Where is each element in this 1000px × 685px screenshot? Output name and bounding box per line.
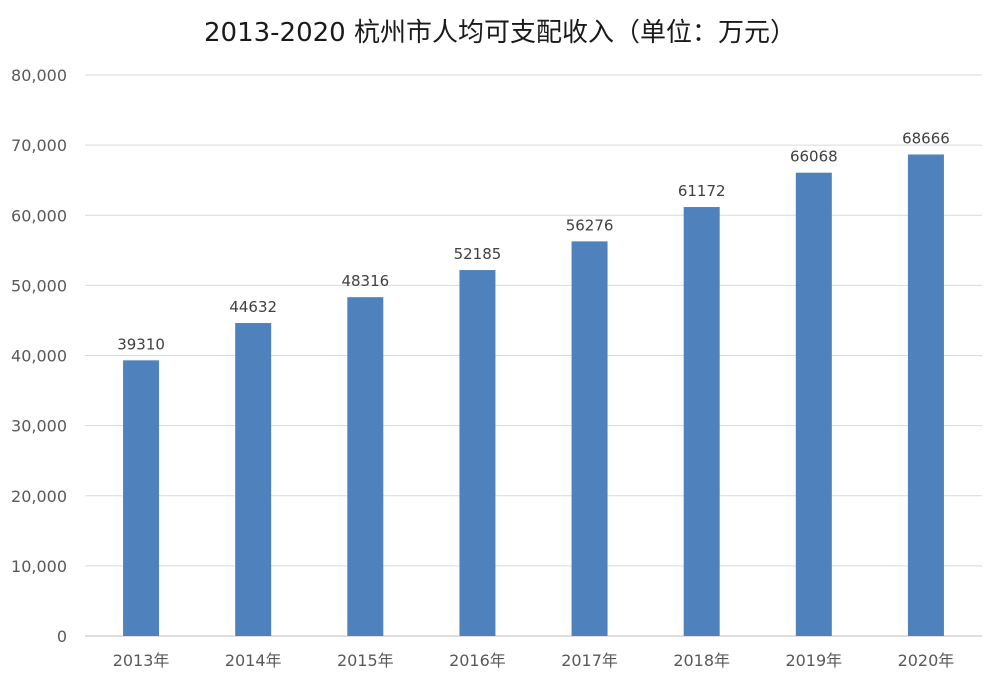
data-label: 56276 (566, 216, 614, 234)
bar (123, 360, 160, 636)
data-label: 66068 (790, 148, 838, 166)
x-tick-label: 2015年 (337, 651, 394, 670)
y-tick-label: 60,000 (11, 206, 67, 225)
bar (571, 241, 608, 636)
data-label: 39310 (117, 335, 165, 353)
x-tick-label: 2014年 (225, 651, 282, 670)
x-tick-label: 2016年 (449, 651, 506, 670)
x-tick-label: 2017年 (561, 651, 618, 670)
chart-title: 2013-2020 杭州市人均可支配收入（单位：万元） (204, 18, 796, 48)
y-tick-label: 10,000 (11, 557, 67, 576)
data-label: 48316 (341, 272, 389, 290)
bar (795, 172, 832, 636)
y-tick-label: 80,000 (11, 66, 67, 85)
x-tick-label: 2018年 (673, 651, 730, 670)
x-tick-label: 2020年 (898, 651, 955, 670)
data-label: 68666 (902, 129, 950, 147)
data-label: 52185 (454, 245, 502, 263)
bar (235, 323, 272, 636)
data-label: 44632 (229, 298, 277, 316)
y-tick-label: 50,000 (11, 276, 67, 295)
y-tick-label: 40,000 (11, 347, 67, 366)
y-tick-label: 70,000 (11, 136, 67, 155)
x-tick-label: 2013年 (113, 651, 170, 670)
x-tick-label: 2019年 (785, 651, 842, 670)
bar (347, 297, 384, 636)
y-tick-label: 30,000 (11, 417, 67, 436)
bar (459, 270, 496, 636)
data-label: 61172 (678, 182, 726, 200)
bar (683, 207, 720, 636)
y-tick-label: 20,000 (11, 487, 67, 506)
y-tick-label: 0 (57, 627, 67, 646)
bar (907, 154, 944, 636)
